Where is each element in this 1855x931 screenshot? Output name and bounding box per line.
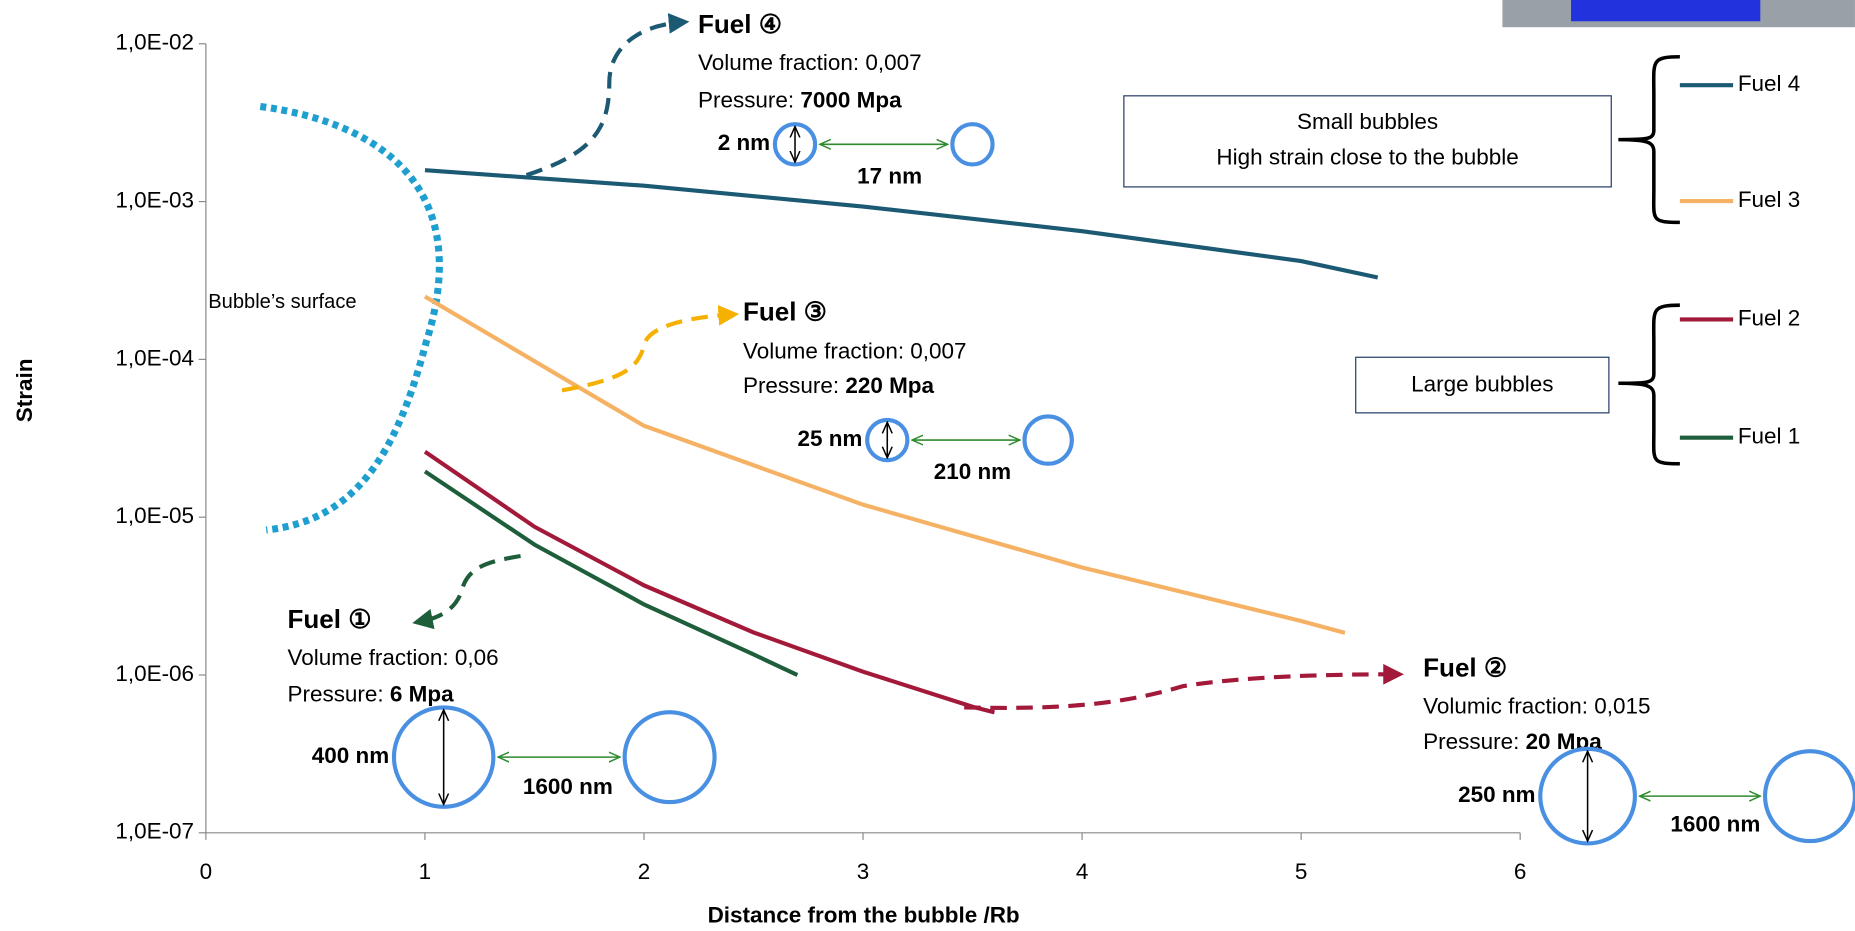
y-tick-label: 1,0E-07 (115, 819, 194, 844)
annotation-title: Fuel ① (288, 604, 372, 634)
y-tick-label: 1,0E-02 (115, 30, 194, 55)
legend-label: Fuel 3 (1738, 187, 1800, 212)
brace (1618, 303, 1680, 466)
series-line (423, 469, 799, 677)
x-tick-label: 0 (200, 859, 213, 884)
image-fragment (1571, 0, 1761, 22)
spacing-label: 1600 nm (1670, 812, 1760, 837)
annotation-title: Fuel ③ (743, 296, 827, 326)
callout-arrow (412, 553, 521, 630)
x-tick-label: 6 (1514, 859, 1527, 884)
annotation-fraction: Volume fraction: 0,007 (743, 338, 967, 363)
spacing-label: 1600 nm (523, 774, 613, 799)
legend-label: Fuel 4 (1738, 71, 1800, 96)
series-line (424, 168, 1379, 280)
spacing-label: 210 nm (934, 459, 1011, 484)
pressure-label: Pressure: (1423, 729, 1525, 754)
y-axis-title: Strain (12, 359, 37, 423)
annotation-fraction: Volume fraction: 0,007 (698, 50, 922, 75)
surface-label: Bubble’s surface (208, 291, 356, 313)
callout-arrow (964, 663, 1404, 710)
annotation-title: Fuel ④ (698, 9, 782, 39)
callout-arrow (561, 305, 740, 393)
series-line (423, 294, 1346, 635)
y-tick-label: 1,0E-05 (115, 503, 194, 528)
callout-arrow (525, 13, 690, 178)
annotation-fraction: Volumic fraction: 0,015 (1423, 693, 1650, 718)
pressure-label: Pressure: (288, 682, 390, 707)
annotation-fraction: Volume fraction: 0,06 (288, 645, 499, 670)
spacing-label: 17 nm (857, 163, 922, 188)
y-tick-label: 1,0E-03 (115, 188, 194, 213)
y-tick-label: 1,0E-06 (115, 661, 194, 686)
diameter-label: 400 nm (312, 743, 389, 768)
group-label: Large bubbles (1411, 372, 1553, 397)
diameter-label: 2 nm (718, 130, 770, 155)
diameter-label: 25 nm (797, 426, 862, 451)
group-box (1123, 95, 1612, 188)
annotation-pressure: Pressure: 220 Mpa (743, 373, 935, 398)
x-tick-label: 5 (1295, 859, 1308, 884)
pressure-label: Pressure: (743, 373, 845, 398)
annotation-pressure: Pressure: 7000 Mpa (698, 88, 902, 113)
x-tick-label: 1 (419, 859, 432, 884)
x-axis-title: Distance from the bubble /Rb (708, 903, 1020, 928)
brace (1618, 55, 1680, 225)
bubble-surface (259, 102, 443, 534)
group-label: High strain close to the bubble (1216, 144, 1518, 169)
annotation-pressure: Pressure: 6 Mpa (288, 682, 455, 707)
bubble (1022, 414, 1074, 466)
bubble (1762, 749, 1855, 844)
legend-label: Fuel 1 (1738, 424, 1800, 449)
label-background (203, 287, 417, 319)
group-box (1355, 356, 1610, 414)
pressure-value: 6 Mpa (390, 682, 454, 707)
group-label: Small bubbles (1297, 109, 1438, 134)
y-tick-label: 1,0E-04 (115, 345, 194, 370)
pressure-value: 7000 Mpa (800, 88, 902, 113)
x-tick-label: 4 (1076, 859, 1089, 884)
pressure-value: 220 Mpa (845, 373, 934, 398)
x-tick-label: 2 (638, 859, 651, 884)
annotation-title: Fuel ② (1423, 652, 1507, 682)
diameter-label: 250 nm (1458, 782, 1535, 807)
x-tick-label: 3 (857, 859, 870, 884)
pressure-label: Pressure: (698, 88, 800, 113)
legend-label: Fuel 2 (1738, 305, 1800, 330)
bubble (622, 710, 717, 805)
bubble (950, 122, 995, 167)
series-line (423, 449, 995, 715)
